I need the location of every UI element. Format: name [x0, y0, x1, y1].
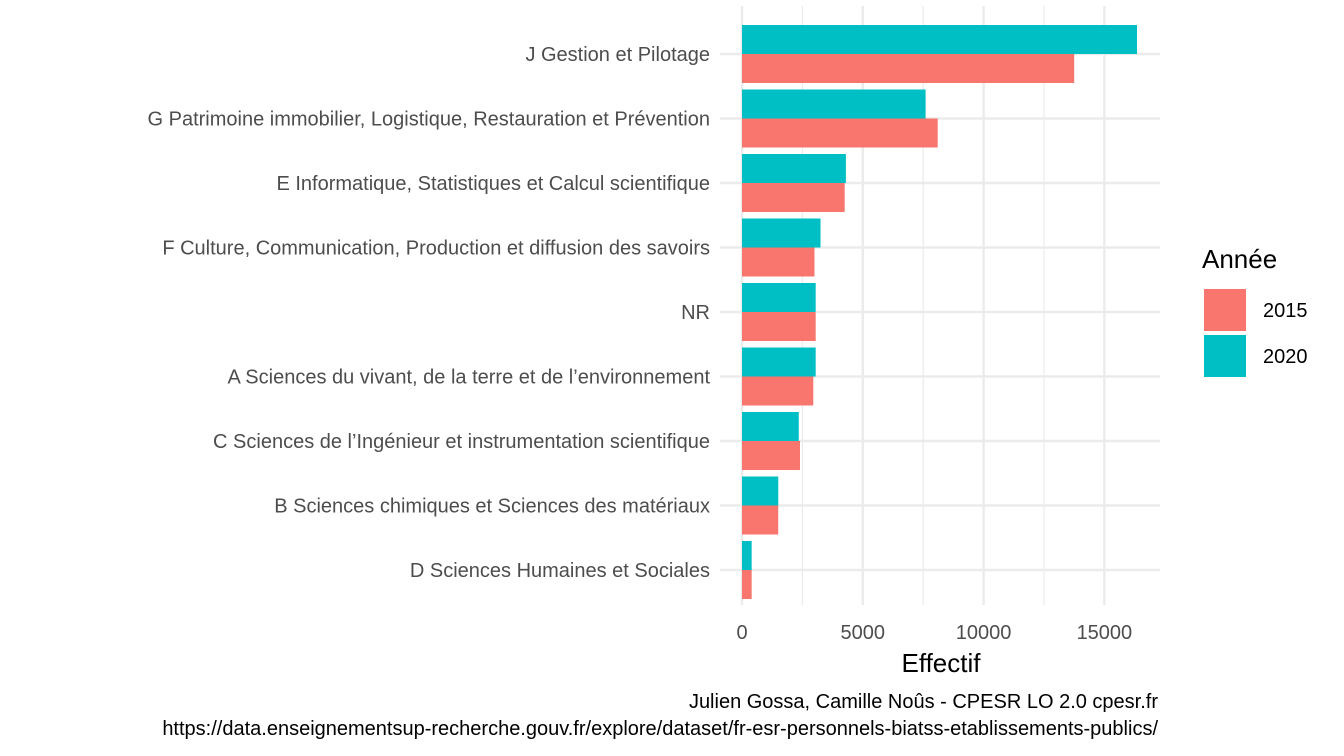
legend-title: Année [1202, 244, 1277, 274]
category-label: D Sciences Humaines et Sociales [410, 560, 710, 582]
bar-2020 [742, 218, 821, 248]
category-label: A Sciences du vivant, de la terre et de … [228, 367, 711, 389]
bar-2020 [742, 412, 799, 441]
bar-2015 [742, 376, 814, 406]
bar-2015 [742, 247, 815, 277]
category-label: F Culture, Communication, Production et … [162, 238, 710, 260]
bar-2015 [742, 118, 938, 148]
category-label: J Gestion et Pilotage [525, 44, 710, 66]
caption-line: Julien Gossa, Camille Noûs - CPESR LO 2.… [689, 691, 1158, 713]
legend-label-2020: 2020 [1263, 346, 1308, 368]
category-label: B Sciences chimiques et Sciences des mat… [274, 496, 710, 518]
legend-swatch-2020 [1204, 335, 1246, 377]
bar-2020 [742, 25, 1137, 54]
legend: Année 2015 2020 [1202, 244, 1308, 377]
category-label: E Informatique, Statistiques et Calcul s… [276, 173, 710, 195]
bar-2015 [742, 570, 752, 599]
bar-2015 [742, 441, 800, 470]
category-labels: J Gestion et Pilotage G Patrimoine immobi… [148, 44, 711, 582]
x-tick-label: 15000 [1077, 622, 1133, 644]
x-tick-label: 10000 [956, 622, 1012, 644]
category-label: NR [681, 302, 710, 324]
bar-2015 [742, 505, 779, 535]
bars [742, 25, 1137, 599]
caption-line: https://data.enseignementsup-recherche.g… [162, 718, 1158, 740]
x-tick-labels: 0 5000 10000 15000 [736, 622, 1132, 644]
x-tick-label: 5000 [841, 622, 886, 644]
bar-2015 [742, 54, 1075, 83]
x-axis-title: Effectif [901, 648, 981, 678]
bar-2020 [742, 283, 816, 312]
bar-2020 [742, 541, 752, 570]
bar-2015 [742, 183, 845, 212]
bar-2015 [742, 312, 816, 341]
caption: Julien Gossa, Camille Noûs - CPESR LO 2.… [162, 691, 1158, 740]
legend-swatch-2015 [1204, 289, 1246, 331]
category-label: C Sciences de l’Ingénieur et instrumenta… [213, 431, 710, 453]
legend-label-2015: 2015 [1263, 300, 1308, 322]
bar-2020 [742, 347, 816, 377]
x-tick-label: 0 [736, 622, 747, 644]
bar-2020 [742, 154, 846, 183]
bar-2020 [742, 476, 779, 506]
bar-2020 [742, 89, 926, 119]
category-label: G Patrimoine immobilier, Logistique, Res… [148, 109, 711, 131]
